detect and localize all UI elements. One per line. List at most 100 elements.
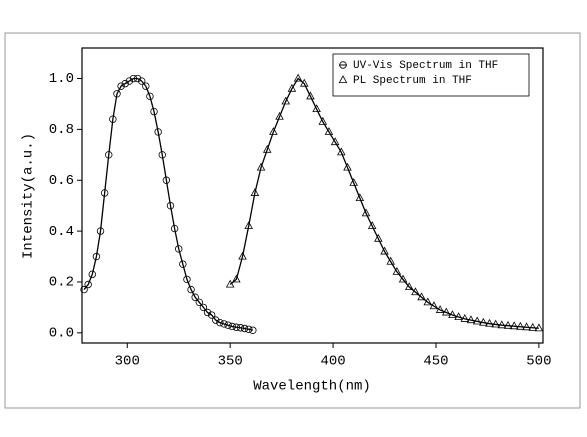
marker (472, 316, 482, 325)
marker (117, 82, 125, 90)
marker (212, 316, 220, 324)
marker (435, 305, 445, 313)
marker (191, 293, 199, 301)
legend: UV-Vis Spectrum in THF PL Spectrum in THF (332, 53, 530, 97)
marker (355, 193, 365, 202)
marker (367, 221, 377, 230)
marker (133, 74, 142, 83)
marker (534, 323, 544, 332)
marker (207, 311, 216, 319)
marker (423, 297, 433, 306)
marker (179, 260, 187, 268)
marker (220, 320, 228, 328)
legend-marker (338, 75, 348, 83)
y-tick-label: 0.4 (49, 224, 74, 240)
marker (249, 326, 257, 334)
marker (441, 307, 451, 316)
marker (269, 127, 278, 135)
marker (125, 77, 134, 85)
marker (374, 233, 383, 242)
y-tick-label: 0.0 (49, 326, 74, 342)
marker (100, 189, 109, 197)
marker (448, 310, 457, 319)
marker (203, 308, 212, 317)
marker (404, 282, 414, 291)
marker (175, 245, 183, 253)
marker (522, 322, 531, 331)
marker (337, 147, 346, 156)
marker (509, 321, 519, 330)
legend-box (332, 53, 530, 97)
marker (158, 151, 166, 159)
marker (516, 321, 525, 330)
marker (80, 285, 88, 294)
marker (154, 128, 162, 136)
marker (250, 188, 260, 196)
marker (195, 298, 204, 307)
y-axis-label: Intensity(a.u.) (21, 133, 37, 259)
marker (361, 208, 371, 217)
x-axis-label: Wavelength(nm) (253, 379, 371, 395)
marker (232, 323, 241, 331)
marker (92, 252, 101, 261)
marker (137, 77, 146, 85)
legend-label: PL Spectrum in THF (353, 75, 472, 87)
marker (454, 312, 463, 321)
marker (479, 317, 488, 326)
marker (503, 320, 513, 329)
marker (170, 224, 179, 233)
marker (306, 91, 315, 100)
marker (129, 74, 138, 83)
marker (460, 314, 470, 322)
marker (485, 318, 494, 327)
outer-frame (4, 32, 581, 409)
marker (466, 315, 476, 324)
y-tick-label: 0.6 (49, 173, 74, 189)
series-line (229, 77, 539, 329)
marker (96, 227, 105, 235)
legend-label: UV-Vis Spectrum in THF (353, 60, 498, 72)
marker (109, 115, 117, 123)
marker (244, 221, 253, 230)
marker (275, 111, 284, 120)
marker (183, 275, 191, 284)
marker (262, 144, 272, 153)
marker (236, 324, 245, 332)
plot-frame (81, 47, 544, 344)
marker (162, 176, 171, 184)
marker (528, 322, 537, 331)
marker (318, 116, 328, 125)
marker (166, 201, 175, 210)
marker (293, 73, 303, 82)
marker (121, 79, 129, 88)
marker (497, 320, 507, 329)
marker (281, 96, 291, 105)
x-tick-label: 400 (320, 354, 345, 370)
marker (199, 303, 208, 312)
marker (299, 78, 309, 87)
marker (113, 90, 121, 98)
marker (411, 287, 420, 296)
y-tick-label: 0.2 (49, 275, 74, 291)
marker (238, 251, 247, 260)
marker (398, 274, 408, 283)
marker (380, 246, 389, 255)
x-tick-label: 450 (423, 354, 448, 370)
marker (187, 285, 195, 294)
marker (386, 256, 395, 265)
marker (150, 107, 158, 116)
marker (105, 151, 113, 159)
marker (417, 292, 426, 301)
marker (343, 162, 352, 171)
marker (245, 325, 253, 333)
y-tick-label: 0.8 (49, 122, 74, 138)
marker (330, 137, 340, 146)
marker (312, 104, 321, 113)
x-tick-label: 500 (526, 354, 551, 370)
marker (256, 162, 266, 171)
marker (216, 318, 224, 327)
marker (228, 322, 236, 331)
x-tick-label: 300 (115, 354, 140, 370)
marker (349, 177, 358, 186)
